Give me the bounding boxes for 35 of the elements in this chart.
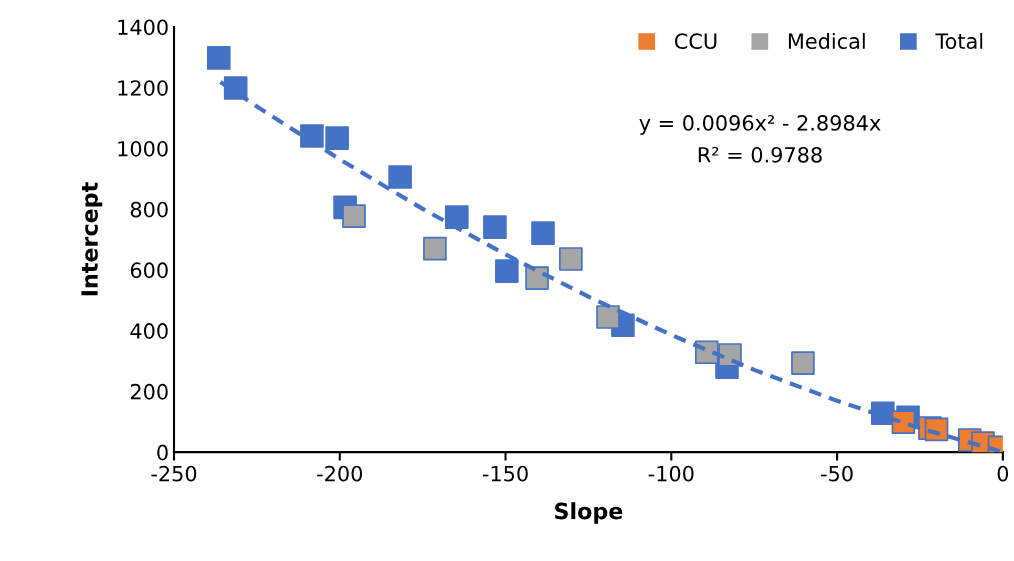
- x-tick-label: -100: [648, 465, 694, 482]
- x-axis-title: Slope: [555, 502, 623, 524]
- y-tick-label: 600: [130, 262, 168, 279]
- y-tick-label: 1400: [118, 19, 168, 36]
- point: [531, 221, 555, 245]
- point: [444, 205, 469, 229]
- x-tick-label: 0: [997, 465, 1009, 482]
- point: [206, 46, 231, 70]
- y-tick-label: 1200: [118, 80, 168, 96]
- legend-label: Medical: [788, 32, 865, 50]
- x-tick-label: -200: [317, 465, 363, 482]
- y-tick-label: 800: [130, 201, 168, 218]
- point: [559, 247, 583, 271]
- point: [342, 204, 366, 228]
- point: [388, 165, 412, 189]
- point: [495, 259, 519, 283]
- point: [596, 305, 620, 329]
- annotation: y = 0.0096x² - 2.8984x: [639, 115, 881, 135]
- y-tick-label: 200: [130, 383, 168, 400]
- legend-label: Total: [935, 32, 983, 50]
- x-tick-label: -150: [482, 465, 528, 482]
- y-tick-label: 400: [130, 323, 168, 339]
- point: [423, 236, 447, 261]
- line-series: [218, 79, 1003, 453]
- annotation: R² = 0.9788: [698, 146, 822, 163]
- x-tick-label: -50: [821, 465, 853, 482]
- y-axis-title: Intercept: [81, 182, 103, 296]
- legend-label: CCU: [674, 33, 717, 50]
- point: [300, 124, 324, 148]
- y-tick-label: 1000: [118, 140, 168, 157]
- y-tick-label: 0: [157, 444, 168, 461]
- x-tick-label: -250: [151, 465, 197, 482]
- point: [325, 126, 349, 150]
- point: [791, 351, 815, 375]
- point: [483, 215, 507, 239]
